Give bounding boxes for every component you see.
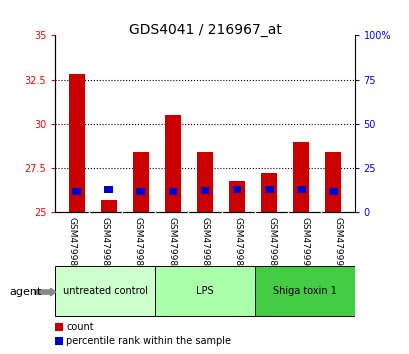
Bar (164, 115, 180, 212)
Bar (328, 188, 337, 195)
Text: GSM479984: GSM479984 (101, 217, 110, 271)
Bar (292, 142, 308, 212)
Bar (133, 152, 148, 212)
Bar (196, 152, 213, 212)
Bar (69, 74, 85, 212)
Text: agent: agent (9, 287, 41, 297)
Text: count: count (66, 322, 93, 332)
Text: GSM479987: GSM479987 (200, 217, 209, 272)
Bar (101, 200, 117, 212)
Bar (296, 186, 305, 193)
FancyBboxPatch shape (254, 267, 354, 316)
Text: GSM479989: GSM479989 (266, 217, 275, 272)
Bar (104, 186, 113, 193)
Bar (229, 181, 245, 212)
Text: GSM479986: GSM479986 (167, 217, 176, 272)
Text: GSM479985: GSM479985 (134, 217, 143, 272)
Text: GSM479991: GSM479991 (333, 217, 342, 272)
Bar (200, 187, 209, 194)
Bar (324, 152, 340, 212)
FancyBboxPatch shape (155, 267, 254, 316)
Text: LPS: LPS (196, 286, 213, 296)
Bar (264, 186, 273, 193)
Text: GSM479988: GSM479988 (233, 217, 242, 272)
Bar (232, 186, 241, 193)
Text: GDS4041 / 216967_at: GDS4041 / 216967_at (128, 23, 281, 37)
Text: GSM479990: GSM479990 (299, 217, 308, 272)
Bar (168, 188, 177, 195)
FancyBboxPatch shape (55, 267, 155, 316)
Text: GSM479983: GSM479983 (67, 217, 76, 272)
Bar (261, 173, 276, 212)
Text: Shiga toxin 1: Shiga toxin 1 (272, 286, 336, 296)
Text: percentile rank within the sample: percentile rank within the sample (66, 336, 230, 346)
Text: untreated control: untreated control (63, 286, 147, 296)
Bar (136, 188, 145, 195)
Bar (72, 188, 81, 195)
